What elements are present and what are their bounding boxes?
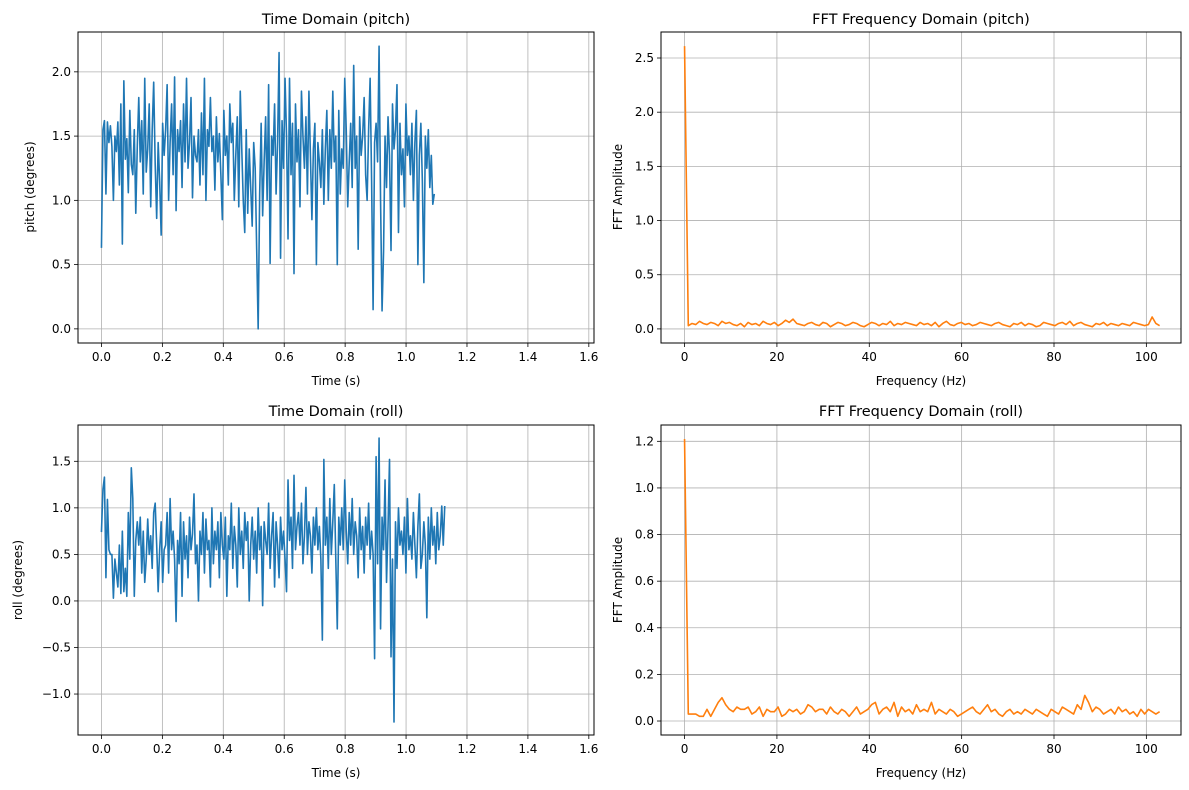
- x-axis-label: Frequency (Hz): [876, 374, 967, 388]
- y-tick-label: 0.0: [635, 714, 654, 728]
- panel-pitch-fft: FFT Frequency Domain (pitch) 0 20 40 60 80 10…: [611, 12, 1182, 388]
- x-tick-label: 40: [862, 742, 877, 756]
- ticks: 0.0 0.2 0.4 0.6 0.8 1.0 1.2 1.4 1.6 −1.0 −0.5 0.0 0.…: [42, 454, 599, 756]
- x-tick-label: 0.2: [153, 350, 172, 364]
- x-axis-label: Frequency (Hz): [876, 766, 967, 780]
- grid: [661, 32, 1181, 343]
- y-tick-label: 0.5: [52, 547, 71, 561]
- y-tick-label: 1.5: [52, 454, 71, 468]
- x-tick-label: 100: [1135, 350, 1158, 364]
- y-tick-label: 1.2: [635, 434, 654, 448]
- y-axis-label: FFT Amplitude: [611, 537, 625, 623]
- data-line: [683, 438, 1161, 718]
- ticks: 0 20 40 60 80 100 0.0 0.5 1.0 1.5 2.0 2.5: [635, 51, 1158, 364]
- x-tick-label: 20: [769, 350, 784, 364]
- y-tick-label: 1.0: [635, 481, 654, 495]
- x-tick-label: 0: [681, 742, 689, 756]
- y-tick-label: 1.0: [52, 501, 71, 515]
- x-tick-label: 20: [769, 742, 784, 756]
- y-tick-label: 2.0: [52, 65, 71, 79]
- y-tick-label: 0.0: [52, 322, 71, 336]
- y-axis-label: pitch (degrees): [23, 141, 37, 232]
- panel-roll-fft: FFT Frequency Domain (roll) 0 20 40 60 80 100…: [611, 404, 1182, 780]
- x-tick-label: 60: [954, 350, 969, 364]
- x-tick-label: 0.4: [214, 742, 233, 756]
- y-tick-label: 1.5: [635, 159, 654, 173]
- y-tick-label: 0.5: [52, 258, 71, 272]
- x-tick-label: 0.4: [214, 350, 233, 364]
- panel-roll-time: Time Domain (roll) 0.0 0.2 0.4 0.6 0.8 1.0 1.2…: [11, 404, 598, 780]
- x-tick-label: 0.0: [92, 742, 111, 756]
- x-tick-label: 1.4: [518, 742, 537, 756]
- y-tick-label: 0.6: [635, 574, 654, 588]
- x-tick-label: 40: [862, 350, 877, 364]
- x-tick-label: 80: [1046, 350, 1061, 364]
- y-tick-label: 0.5: [635, 268, 654, 282]
- data-line: [100, 437, 446, 723]
- y-tick-label: 2.0: [635, 105, 654, 119]
- axes-frame: [660, 31, 1182, 344]
- y-tick-label: 0.0: [52, 594, 71, 608]
- x-tick-label: 0: [681, 350, 689, 364]
- y-tick-label: −0.5: [42, 640, 71, 654]
- x-tick-label: 1.2: [457, 350, 476, 364]
- x-tick-label: 0.0: [92, 350, 111, 364]
- chart-title: Time Domain (roll): [268, 404, 404, 420]
- y-axis-label: roll (degrees): [11, 540, 25, 620]
- x-tick-label: 1.4: [518, 350, 537, 364]
- x-tick-label: 60: [954, 742, 969, 756]
- x-tick-label: 0.2: [153, 742, 172, 756]
- x-tick-label: 1.0: [397, 742, 416, 756]
- y-tick-label: 1.5: [52, 129, 71, 143]
- x-tick-label: 1.6: [579, 742, 598, 756]
- panel-pitch-time: Time Domain (pitch) 0.0 0.2 0.4 0.6 0.8 1.0 1.…: [23, 12, 598, 388]
- x-axis-label: Time (s): [311, 766, 361, 780]
- x-tick-label: 1.6: [579, 350, 598, 364]
- axes-frame: [77, 31, 595, 344]
- x-tick-label: 0.6: [275, 742, 294, 756]
- y-tick-label: 1.0: [52, 193, 71, 207]
- y-tick-label: 0.0: [635, 322, 654, 336]
- y-tick-label: 0.4: [635, 621, 654, 635]
- x-tick-label: 0.8: [336, 742, 355, 756]
- x-tick-label: 1.0: [397, 350, 416, 364]
- data-line: [100, 45, 436, 330]
- axes-frame: [660, 424, 1182, 736]
- y-tick-label: 0.2: [635, 667, 654, 681]
- y-tick-label: −1.0: [42, 687, 71, 701]
- x-tick-label: 1.2: [457, 742, 476, 756]
- ticks: 0 20 40 60 80 100 0.0 0.2 0.4 0.6 0.8 1.0 1.2: [635, 434, 1158, 756]
- x-tick-label: 0.6: [275, 350, 294, 364]
- x-tick-label: 80: [1046, 742, 1061, 756]
- x-axis-label: Time (s): [311, 374, 361, 388]
- y-axis-label: FFT Amplitude: [611, 144, 625, 230]
- y-tick-label: 2.5: [635, 51, 654, 65]
- x-tick-label: 100: [1135, 742, 1158, 756]
- data-line: [683, 46, 1161, 328]
- chart-title: FFT Frequency Domain (pitch): [812, 12, 1030, 28]
- grid: [661, 425, 1181, 735]
- ticks: 0.0 0.2 0.4 0.6 0.8 1.0 1.2 1.4 1.6 0.0 0.5 1.0 1.5 2…: [52, 65, 598, 364]
- y-tick-label: 1.0: [635, 214, 654, 228]
- axes-frame: [77, 424, 595, 736]
- chart-title: Time Domain (pitch): [261, 12, 410, 28]
- y-tick-label: 0.8: [635, 528, 654, 542]
- chart-title: FFT Frequency Domain (roll): [819, 404, 1023, 420]
- x-tick-label: 0.8: [336, 350, 355, 364]
